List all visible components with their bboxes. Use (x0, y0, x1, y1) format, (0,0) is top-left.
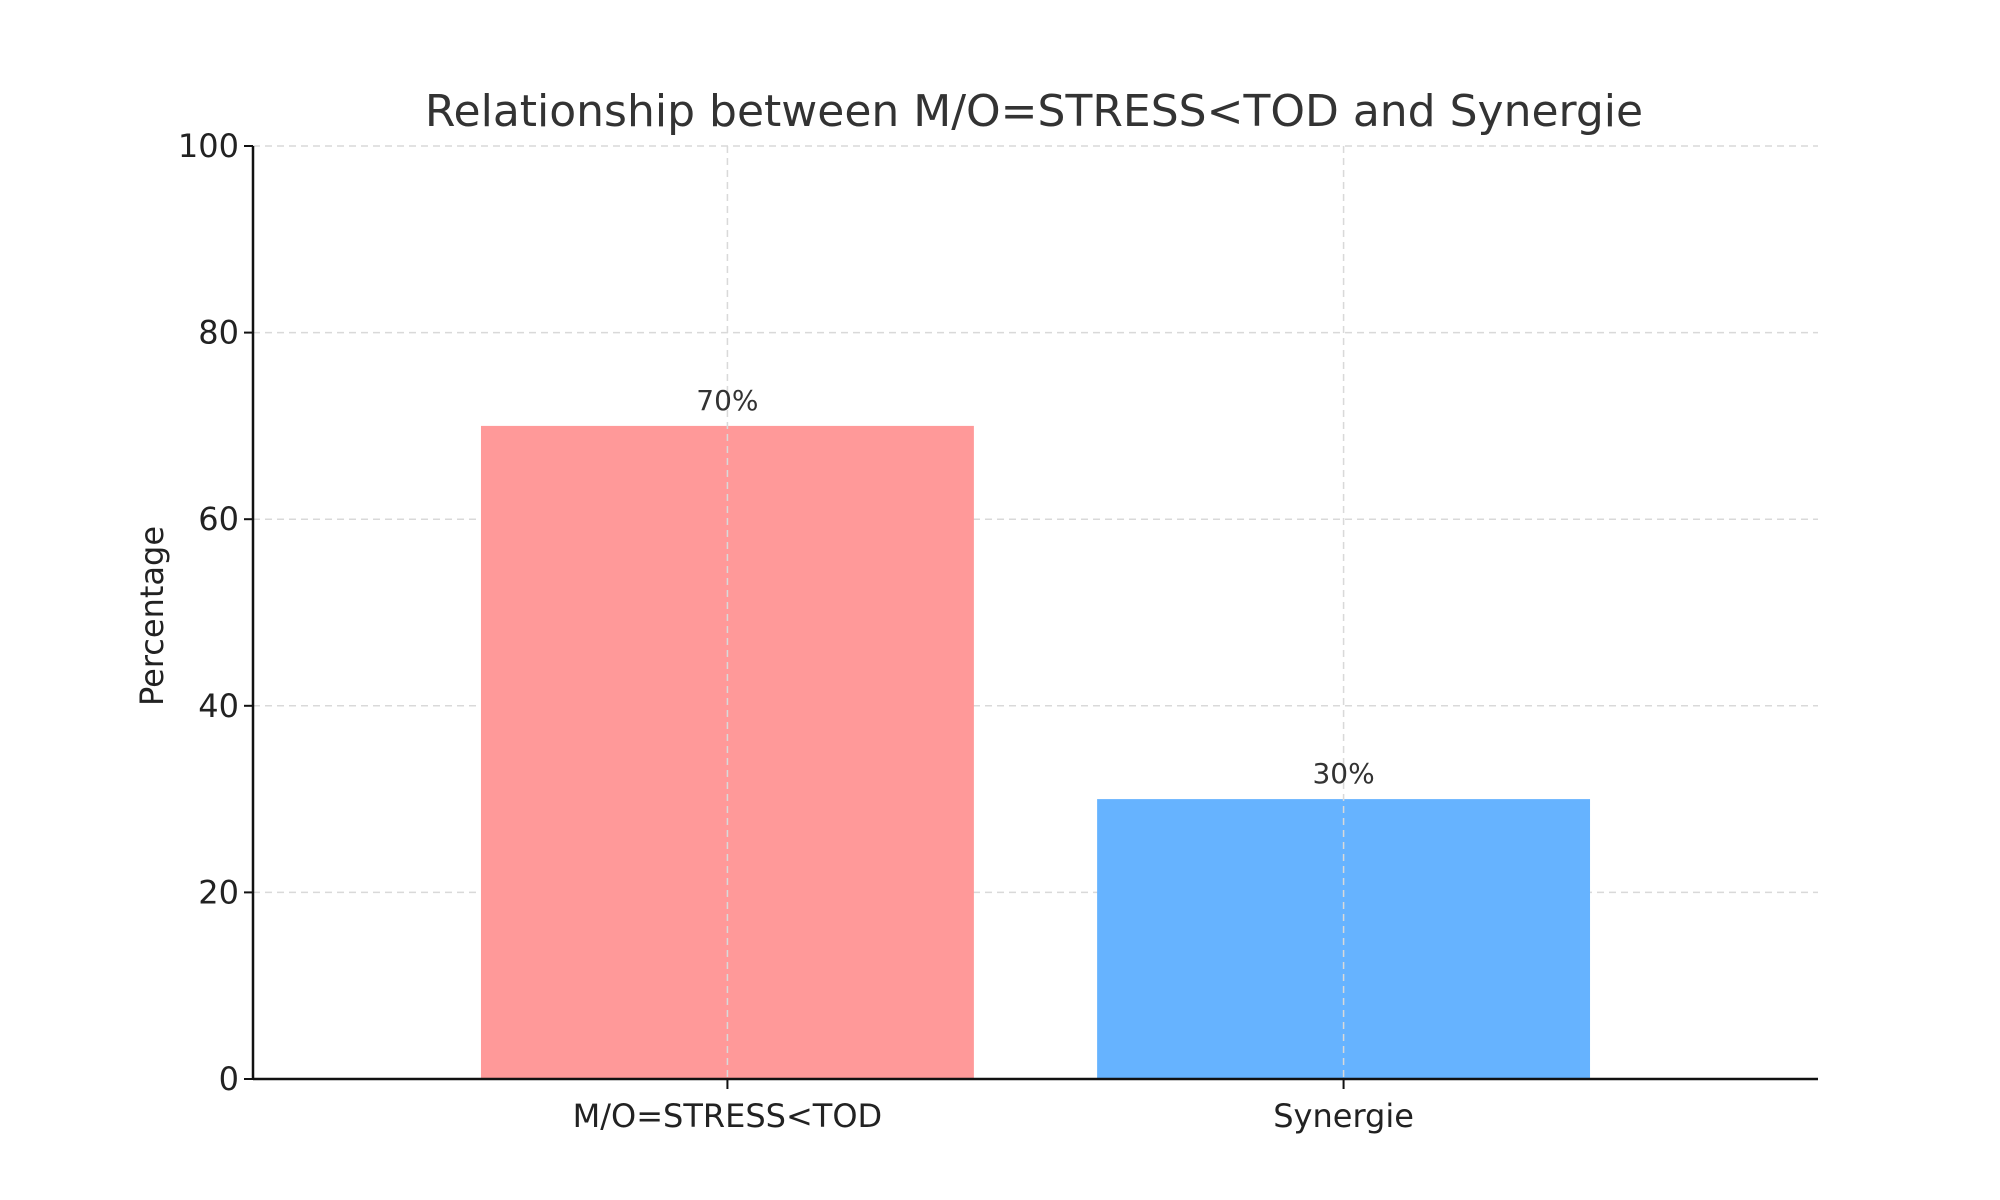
data-label: 70% (696, 384, 758, 417)
y-tick-label: 100 (178, 127, 239, 165)
y-tick-label: 40 (198, 687, 239, 725)
data-label: 30% (1312, 757, 1374, 790)
chart-title: Relationship between M/O=STRESS<TOD and … (425, 86, 1643, 137)
y-tick-label: 80 (198, 314, 239, 352)
y-tick-label: 60 (198, 500, 239, 538)
y-ticks: 0 20 40 60 80 100 (178, 127, 253, 1098)
y-axis-label: Percentage (133, 526, 171, 706)
x-tick-label: M/O=STRESS<TOD (573, 1097, 883, 1135)
y-tick-label: 20 (198, 873, 239, 911)
x-ticks: M/O=STRESS<TOD Synergie (573, 1079, 1414, 1135)
x-tick-label: Synergie (1273, 1097, 1414, 1135)
data-labels: 70% 30% (696, 384, 1374, 790)
y-tick-label: 0 (219, 1060, 239, 1098)
bars (480, 425, 1591, 1079)
